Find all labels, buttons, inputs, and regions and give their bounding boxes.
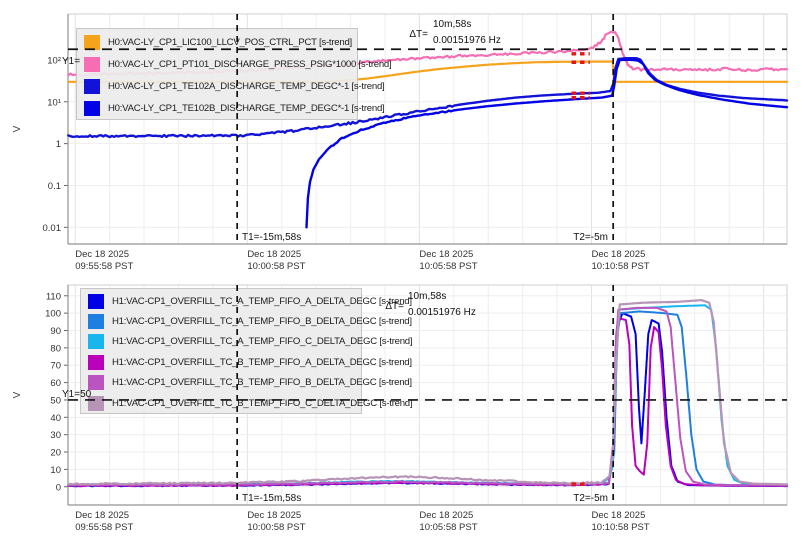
x-tick-date: Dec 18 2025 (75, 249, 129, 260)
legend-item[interactable]: H1:VAC-CP1_OVERFILL_TC_B_TEMP_FIFO_A_DEL… (81, 352, 412, 372)
y-tick-label: 40 (50, 413, 61, 424)
legend-item[interactable]: H1:VAC-CP1_OVERFILL_TC_B_TEMP_FIFO_C_DEL… (81, 393, 413, 413)
y-tick-label: 100 (45, 309, 61, 320)
legend-item[interactable]: H1:VAC-CP1_OVERFILL_TC_B_TEMP_FIFO_B_DEL… (81, 373, 412, 393)
legend-swatch-icon (88, 375, 104, 391)
legend-bottom: H1:VAC-CP1_OVERFILL_TC_A_TEMP_FIFO_A_DEL… (80, 288, 413, 415)
y-axis-title: V (12, 125, 23, 132)
legend-label: H1:VAC-CP1_OVERFILL_TC_A_TEMP_FIFO_C_DEL… (112, 336, 413, 348)
y-tick-label: 10¹ (47, 97, 61, 108)
legend-item[interactable]: H0:VAC-LY_CP1_PT101_DISCHARGE_PRESS_PSIG… (77, 53, 392, 75)
y-tick-label: 0.01 (43, 223, 62, 234)
legend-swatch-icon (88, 334, 104, 350)
x-tick-date: Dec 18 2025 (247, 510, 301, 521)
legend-item[interactable]: H1:VAC-CP1_OVERFILL_TC_A_TEMP_FIFO_C_DEL… (81, 332, 413, 352)
y-tick-label: 80 (50, 343, 61, 354)
y-tick-label: 0 (56, 482, 61, 493)
y-tick-label: 90 (50, 326, 61, 337)
y-tick-label: 0.1 (48, 181, 61, 192)
x-tick-date: Dec 18 2025 (75, 510, 129, 521)
y-tick-label: 10² (47, 55, 61, 66)
legend-item[interactable]: H0:VAC-LY_CP1_TE102B_DISCHARGE_TEMP_DEGC… (77, 97, 385, 119)
legend-swatch-icon (84, 34, 100, 50)
legend-label: H1:VAC-CP1_OVERFILL_TC_B_TEMP_FIFO_B_DEL… (112, 377, 412, 389)
legend-label: H0:VAC-LY_CP1_TE102A_DISCHARGE_TEMP_DEGC… (108, 80, 385, 92)
x-tick-time: 10:05:58 PST (419, 522, 477, 533)
legend-label: H1:VAC-CP1_OVERFILL_TC_A_TEMP_FIFO_B_DEL… (112, 316, 412, 328)
y-axis-title: V (12, 391, 23, 398)
legend-item[interactable]: H0:VAC-LY_CP1_TE102A_DISCHARGE_TEMP_DEGC… (77, 75, 385, 97)
legend-swatch-icon (88, 354, 104, 370)
y-tick-label: 50 (50, 395, 61, 406)
x-tick-date: Dec 18 2025 (247, 249, 301, 260)
x-tick-time: 10:05:58 PST (419, 261, 477, 272)
y-tick-label: 10 (50, 465, 61, 476)
y-tick-label: 60 (50, 378, 61, 389)
legend-label: H0:VAC-LY_CP1_TE102B_DISCHARGE_TEMP_DEGC… (108, 102, 385, 114)
legend-swatch-icon (88, 314, 104, 330)
x-tick-time: 09:55:58 PST (75, 522, 133, 533)
series-TE102B_DISCHARGE_TEMP (305, 58, 789, 229)
legend-swatch-icon (88, 395, 104, 411)
legend-top: H0:VAC-LY_CP1_LIC100_LLCV_POS_CTRL_PCT [… (76, 28, 392, 120)
y-tick-label: 110 (46, 291, 61, 302)
legend-item[interactable]: H1:VAC-CP1_OVERFILL_TC_A_TEMP_FIFO_B_DEL… (81, 311, 412, 331)
legend-swatch-icon (84, 78, 100, 94)
y-tick-label: 1 (56, 139, 61, 150)
y-tick-label: 70 (50, 361, 61, 372)
legend-item[interactable]: H0:VAC-LY_CP1_LIC100_LLCV_POS_CTRL_PCT [… (77, 31, 357, 53)
x-tick-date: Dec 18 2025 (592, 249, 646, 260)
series-TC_B_FIFO_C (67, 299, 789, 486)
legend-label: H1:VAC-CP1_OVERFILL_TC_A_TEMP_FIFO_A_DEL… (112, 295, 412, 307)
x-tick-date: Dec 18 2025 (419, 249, 473, 260)
legend-item[interactable]: H1:VAC-CP1_OVERFILL_TC_A_TEMP_FIFO_A_DEL… (81, 291, 412, 311)
x-tick-time: 10:10:58 PST (592, 261, 650, 272)
y-tick-label: 30 (50, 430, 61, 441)
series-TC_B_FIFO_B (67, 306, 788, 487)
legend-swatch-icon (84, 100, 100, 116)
legend-swatch-icon (88, 293, 104, 309)
x-tick-time: 10:00:58 PST (247, 522, 305, 533)
x-tick-time: 10:00:58 PST (247, 261, 305, 272)
x-tick-time: 10:10:58 PST (592, 522, 650, 533)
legend-label: H0:VAC-LY_CP1_LIC100_LLCV_POS_CTRL_PCT [… (108, 36, 352, 48)
x-tick-date: Dec 18 2025 (419, 510, 473, 521)
legend-swatch-icon (84, 56, 100, 72)
legend-label: H0:VAC-LY_CP1_PT101_DISCHARGE_PRESS_PSIG… (108, 58, 392, 70)
legend-label: H1:VAC-CP1_OVERFILL_TC_B_TEMP_FIFO_A_DEL… (112, 356, 412, 368)
legend-label: H1:VAC-CP1_OVERFILL_TC_B_TEMP_FIFO_C_DEL… (112, 397, 413, 409)
y-tick-label: 20 (50, 448, 61, 459)
x-tick-time: 09:55:58 PST (75, 261, 133, 272)
x-tick-date: Dec 18 2025 (592, 510, 646, 521)
